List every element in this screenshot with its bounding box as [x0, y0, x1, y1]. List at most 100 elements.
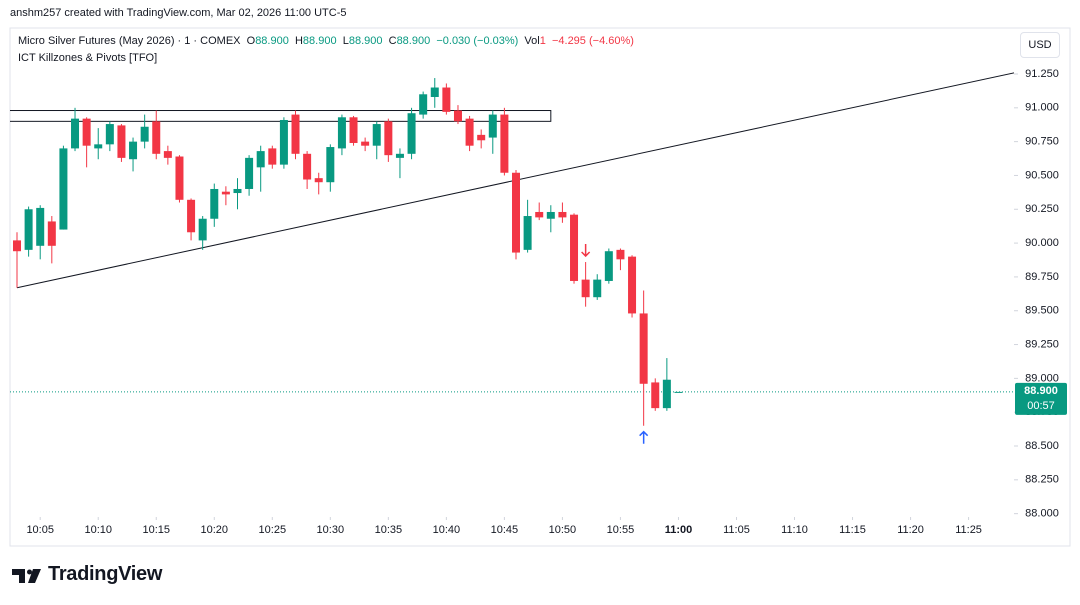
x-tick-label: 10:40 — [433, 524, 461, 536]
candle-body — [13, 240, 21, 252]
legend-change: −0.030 (−0.03%) — [436, 35, 519, 47]
candle-body — [36, 207, 45, 246]
candle-body — [593, 279, 602, 298]
candle-body — [523, 216, 532, 250]
x-tick-label: 10:10 — [84, 524, 112, 536]
candle-body — [395, 153, 404, 158]
legend: Micro Silver Futures (May 2026) · 1 · CO… — [18, 35, 634, 47]
candle-body — [570, 214, 579, 281]
candle-body — [628, 256, 637, 314]
candle-body — [477, 134, 486, 141]
candle-body — [129, 141, 138, 160]
symbol: Micro Silver Futures (May 2026) · 1 · CO… — [18, 35, 241, 47]
arrow-shape — [639, 430, 649, 444]
candle-body — [94, 144, 103, 149]
candle-body — [349, 117, 358, 143]
candle-body — [535, 211, 544, 218]
candle-body — [384, 121, 393, 156]
legend-value: 1 — [539, 35, 546, 47]
candle-body — [419, 94, 428, 115]
candle-body — [488, 114, 497, 138]
candle-body — [674, 391, 683, 393]
candle-body — [314, 178, 323, 183]
candle-body — [326, 147, 335, 183]
candle-body — [105, 124, 114, 145]
x-tick-label: 11:15 — [839, 524, 866, 536]
x-tick-label: 10:15 — [142, 524, 170, 536]
y-tick-label: 90.750 — [1025, 136, 1059, 148]
candle-body — [616, 249, 625, 260]
candle-body — [361, 141, 370, 146]
candle-body — [233, 188, 242, 194]
x-tick-label: 10:20 — [201, 524, 229, 536]
y-tick-label: 88.000 — [1025, 508, 1059, 520]
candle-body — [71, 118, 80, 149]
candle-body — [453, 110, 462, 122]
legend-value: 88.900 — [348, 35, 383, 47]
candle-body — [47, 221, 56, 246]
candle-body — [140, 126, 149, 142]
x-tick-label: 10:30 — [317, 524, 345, 536]
candle-body — [82, 118, 91, 146]
candle-body — [59, 148, 68, 230]
candle-body — [500, 114, 509, 173]
legend-value: 88.900 — [302, 35, 337, 47]
candle-body — [512, 172, 520, 253]
y-tick-label: 88.250 — [1025, 474, 1059, 486]
candle-body — [210, 188, 219, 219]
y-tick-label: 89.000 — [1025, 372, 1059, 384]
chart-frame — [9, 27, 1071, 547]
indicator-name[interactable]: ICT Killzones & Pivots [TFO] — [18, 52, 158, 64]
y-tick-label: 90.250 — [1025, 203, 1059, 215]
legend-label: L — [342, 35, 349, 47]
candle-body — [245, 157, 254, 189]
candle-body — [372, 124, 381, 146]
plot-area — [10, 72, 1014, 444]
x-tick-label: 10:45 — [491, 524, 519, 536]
y-tick-label: 89.500 — [1025, 305, 1059, 317]
x-tick-label: 11:10 — [781, 524, 808, 536]
candle-body — [604, 251, 613, 281]
candle-body — [198, 218, 207, 241]
x-tick-label: 10:05 — [26, 524, 54, 536]
legend-change: −4.295 (−4.60%) — [551, 35, 634, 47]
credit: anshm257 created with TradingView.com, M… — [10, 7, 347, 19]
price-tag — [1015, 382, 1067, 415]
countdown: 00:57 — [1027, 400, 1055, 412]
currency-button[interactable]: USD — [1020, 32, 1060, 58]
candle-body — [303, 153, 312, 180]
zone — [10, 110, 552, 122]
y-tick-label: 89.250 — [1025, 338, 1059, 350]
candle-body — [117, 125, 126, 158]
price-tag-label: 88.900 — [1024, 385, 1058, 397]
candle-body — [163, 151, 172, 158]
brand: TradingView — [48, 563, 163, 585]
candle-body — [268, 148, 277, 165]
candle-body — [639, 313, 648, 384]
legend-label: Vol — [524, 35, 540, 47]
candle-body — [430, 87, 439, 97]
candle-body — [152, 121, 161, 154]
candle-body — [407, 113, 416, 154]
y-tick-label: 90.000 — [1025, 237, 1059, 249]
legend-label: C — [388, 35, 397, 47]
legend-value: 88.900 — [255, 35, 289, 47]
y-tick-label: 88.500 — [1025, 440, 1059, 452]
candle-body — [546, 211, 555, 219]
candle-body — [558, 211, 567, 218]
x-tick-label: 10:35 — [375, 524, 403, 536]
y-tick-label: 91.250 — [1025, 68, 1059, 80]
legend-label: O — [246, 35, 256, 47]
candle-body — [337, 117, 346, 149]
candle-body — [581, 279, 590, 298]
arrow-shape — [581, 244, 591, 258]
candle-body — [221, 191, 230, 195]
legend-label: H — [294, 35, 303, 47]
y-tick-label: 89.750 — [1025, 271, 1059, 283]
candle-body — [651, 382, 660, 409]
y-tick-label: 90.500 — [1025, 169, 1059, 181]
candle-body — [24, 209, 33, 250]
x-tick-label: 10:50 — [549, 524, 577, 536]
